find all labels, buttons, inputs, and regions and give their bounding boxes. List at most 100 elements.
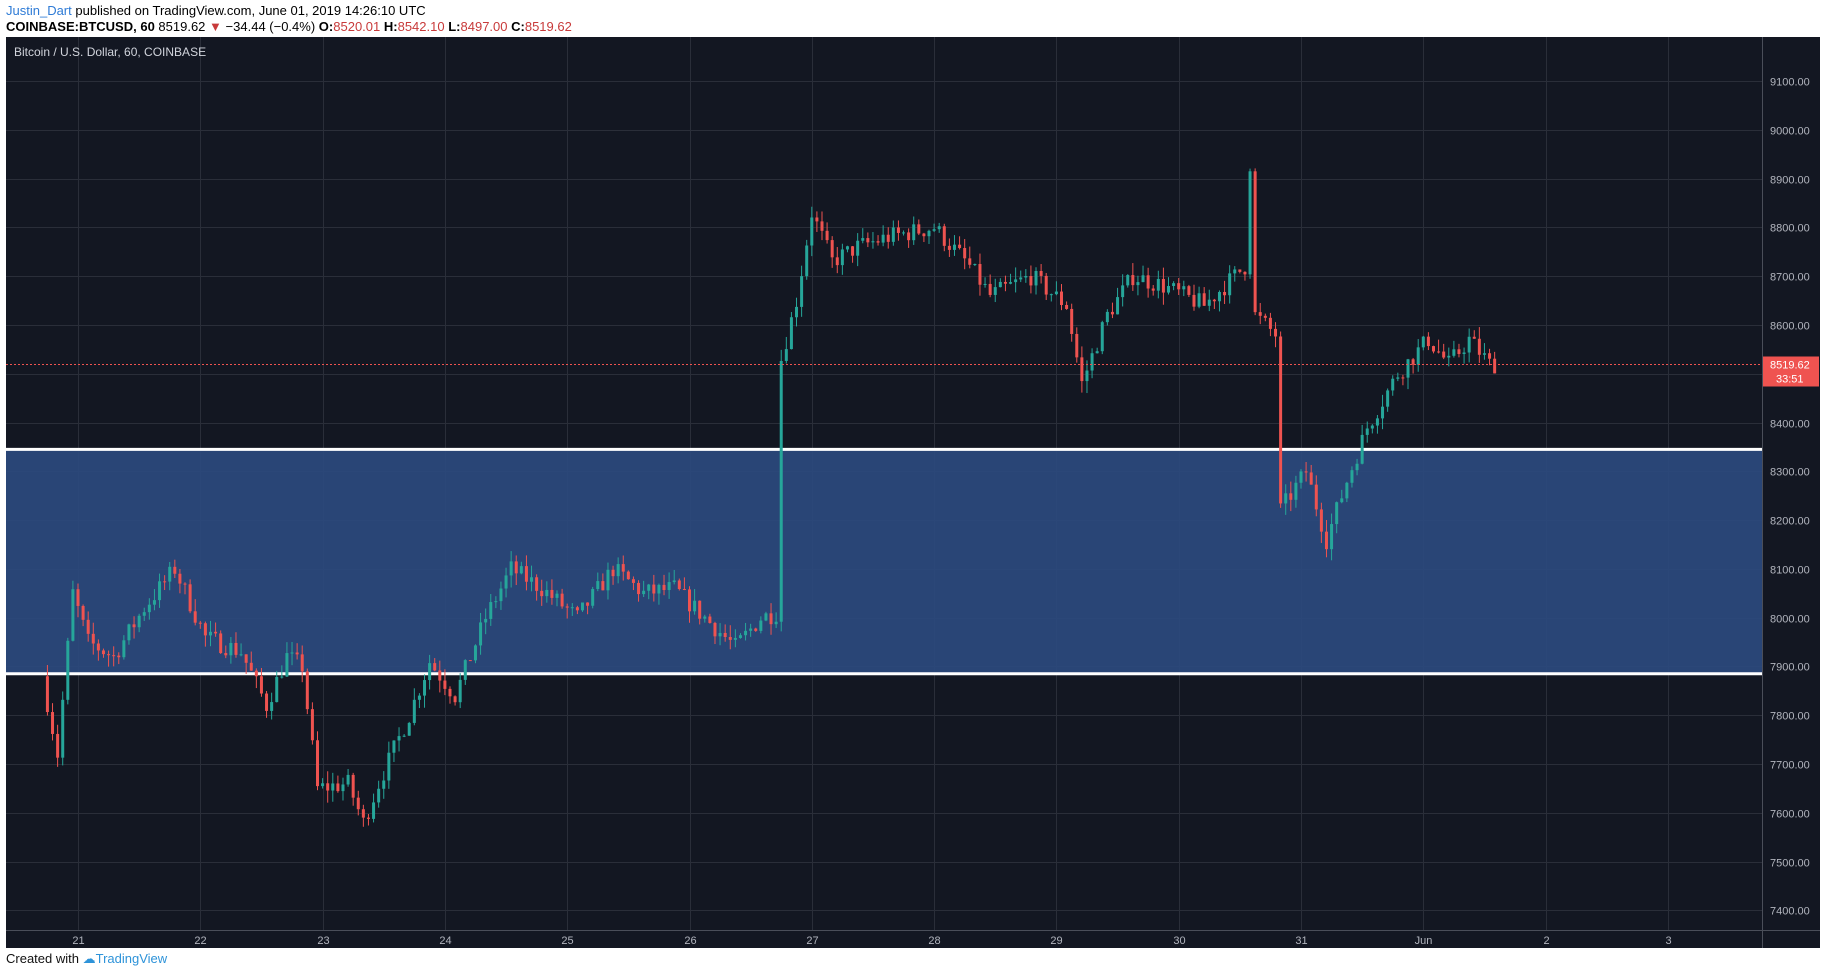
candle-body [611, 569, 615, 577]
candle-body [586, 602, 590, 606]
candle-body [738, 635, 742, 638]
candle-body [300, 654, 304, 672]
candle-body [402, 735, 406, 737]
candle-body [902, 232, 906, 234]
candle-body [504, 575, 508, 589]
candle-body [769, 613, 773, 625]
candle-body [117, 655, 121, 658]
candle-body [484, 618, 488, 623]
candle-body [1136, 282, 1140, 286]
candle-body [1299, 471, 1303, 483]
candle-body [1024, 276, 1028, 278]
time-axis[interactable] [6, 930, 1820, 948]
candle-body [637, 582, 641, 595]
chart-title: Bitcoin / U.S. Dollar, 60, COINBASE [14, 45, 206, 59]
candle-body [1381, 406, 1385, 419]
candle-body [652, 584, 656, 594]
candle-body [1080, 357, 1084, 382]
candle-body [56, 733, 60, 758]
last-price-text: 8519.62 [158, 19, 206, 34]
candle-body [677, 580, 681, 590]
candle-body [1284, 493, 1288, 504]
candle-body [499, 588, 503, 602]
open-value: 8520.01 [333, 19, 381, 34]
candle-body [667, 582, 671, 591]
candle-body [601, 581, 605, 591]
x-tick-label: Jun [1415, 935, 1433, 947]
candle-body [1452, 349, 1456, 356]
candle-body [657, 584, 661, 594]
candle-body [1330, 524, 1334, 550]
x-tick-label: 23 [317, 935, 329, 947]
author-link[interactable]: Justin_Dart [6, 3, 72, 18]
candle-body [295, 652, 299, 655]
candle-body [815, 217, 819, 222]
candle-body [463, 660, 467, 680]
candle-body [1421, 336, 1425, 348]
candle-body [1100, 322, 1104, 352]
candle-body [168, 566, 172, 582]
candle-body [1172, 283, 1176, 286]
open-label: O: [318, 19, 334, 34]
candle-body [132, 624, 136, 628]
candle-body [142, 612, 146, 616]
candle-body [438, 670, 442, 681]
candle-body [1447, 355, 1451, 358]
y-tick-label: 8700.00 [1770, 272, 1810, 284]
candle-body [642, 590, 646, 595]
candle-body [183, 583, 187, 585]
candle-body [214, 631, 218, 634]
candle-body [1375, 418, 1379, 426]
candle-body [1345, 482, 1349, 499]
candle-body [147, 604, 151, 613]
tradingview-brand[interactable]: TradingView [95, 951, 168, 966]
y-tick-label: 7900.00 [1770, 662, 1810, 674]
candle-body [693, 600, 697, 612]
candle-body [1493, 358, 1497, 374]
candle-body [988, 283, 992, 295]
candle-body [932, 229, 936, 231]
candle-body [866, 238, 870, 243]
y-tick-label: 8400.00 [1770, 419, 1810, 431]
candle-body [1335, 502, 1339, 525]
candle-body [1197, 293, 1201, 307]
candle-body [973, 264, 977, 266]
candle-body [203, 623, 207, 636]
candle-body [764, 613, 768, 621]
candle-body [229, 642, 233, 656]
candle-body [96, 643, 100, 651]
candle-body [193, 611, 197, 623]
change-text: −34.44 (−0.4%) [225, 19, 316, 34]
candle-body [1289, 493, 1293, 500]
candle-body [688, 589, 691, 612]
candle-body [1151, 288, 1155, 291]
candle-body [952, 244, 956, 250]
candle-body [810, 217, 814, 246]
candle-body [580, 602, 584, 611]
candle-body [1075, 333, 1079, 358]
candle-body [1019, 277, 1023, 280]
candle-body [249, 662, 253, 671]
candle-body [1309, 472, 1313, 485]
price-axis[interactable] [1762, 37, 1820, 930]
x-tick-label: 30 [1173, 935, 1185, 947]
candle-body [473, 645, 477, 661]
y-tick-label: 8600.00 [1770, 321, 1810, 333]
y-tick-label: 8800.00 [1770, 223, 1810, 235]
candle-body [998, 281, 1002, 288]
candle-body [1274, 328, 1278, 337]
candle-body [1192, 294, 1196, 307]
x-tick-label: 26 [684, 935, 696, 947]
tradingview-logo-icon[interactable]: ☁ [82, 951, 96, 966]
candle-body [1411, 359, 1415, 365]
candle-body [1431, 346, 1435, 352]
support-zone-rectangle[interactable] [6, 449, 1762, 674]
candle-body [1187, 286, 1191, 295]
candle-body [1110, 311, 1114, 315]
candle-body [1039, 270, 1043, 276]
x-tick-label: 21 [72, 935, 84, 947]
candle-body [927, 230, 931, 237]
candle-body [1488, 353, 1492, 359]
candle-body [1253, 171, 1257, 313]
